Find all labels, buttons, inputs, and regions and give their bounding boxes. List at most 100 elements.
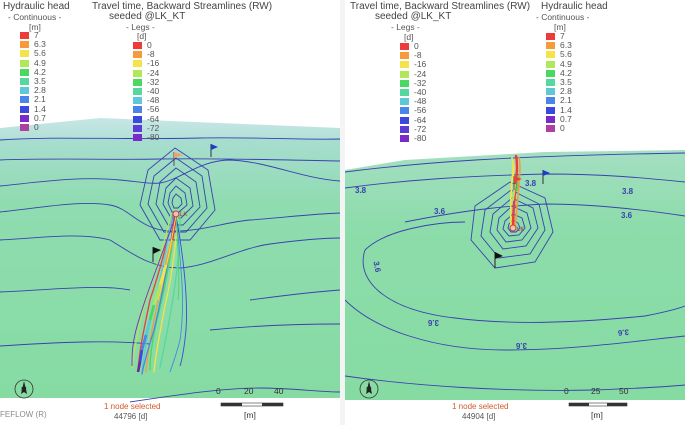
legend-swatch [546,115,555,123]
head-legend-title-left: Hydraulic head [3,1,70,12]
travel-legend-unit-right: [d] [404,32,414,42]
legend-value: -56 [414,105,427,116]
legend-swatch [133,69,142,77]
scale-tick-2-left: 40 [274,386,284,396]
flag-black-right[interactable] [494,252,503,268]
legend-value: 0 [34,121,39,132]
legend-swatch [400,88,409,96]
legend-value: 0 [414,41,419,51]
legend-value: -48 [414,96,427,107]
legend-swatch [546,33,555,40]
legend-value: 0.7 [34,112,46,123]
legend-value: 2.8 [34,85,46,96]
legend-value: 3.5 [560,76,572,87]
legend-swatch [546,69,555,77]
legend-swatch [20,68,29,76]
flag-blue-right[interactable] [542,170,550,184]
travel-legend-seeded-right: seeded @LK_KT [375,11,452,22]
selection-status-left: 1 node selected [104,402,161,411]
feflow-brand: FEFLOW (R) [0,410,47,419]
legend-value: -72 [414,123,427,134]
selection-status-right: 1 node selected [452,402,509,411]
legend-value: -72 [147,122,160,133]
legend-value: 2.8 [560,86,572,97]
contour-labels-right: 3.8 3.8 3.8 3.6 3.6 3.6 3.6 3.6 3.6 [355,179,634,350]
scale-tick-2-right: 50 [619,386,629,396]
legend-value: -8 [147,49,155,60]
head-legend-unit-left: [m] [29,22,41,32]
north-label-left: N [21,386,27,395]
legend-value: -80 [414,132,427,143]
legend-value: 1.4 [560,104,572,115]
flag-orange-left[interactable] [173,152,183,166]
well-marker-right[interactable] [509,224,517,232]
legend-value: -32 [414,77,427,88]
legend-swatch [133,87,142,95]
well-label-right: LK [517,227,524,233]
legend-swatch [400,107,409,115]
legend-swatch [546,106,555,114]
model-top-surface [0,118,340,140]
legend-swatch [546,97,555,105]
contour-label: 3.6 [617,327,629,337]
legend-value: 6.3 [34,39,46,50]
head-legend-mode-left: - Continuous - [8,12,62,22]
legend-value: -40 [414,86,427,97]
legend-swatch [400,61,409,69]
viewport-left[interactable]: LK Hydraulic head - Continuous - [m] Tra… [0,0,340,425]
legend-value: 0.7 [560,113,572,124]
contour-label: 3.8 [622,187,634,196]
sim-time-left: 44796 [d] [114,412,148,421]
legend-swatch [133,124,142,132]
contour-label: 3.6 [621,211,633,220]
legend-value: 0 [147,40,152,50]
legend-value: 6.3 [560,40,572,51]
head-legend-unit-right: [m] [554,22,566,32]
legend-swatch [20,77,29,85]
contour-label: 3.6 [372,261,383,274]
legend-value: 3.5 [34,75,46,86]
legend-swatch [400,70,409,78]
legend-swatch [546,60,555,68]
flag-blue-left[interactable] [210,144,218,157]
head-legend-title-right: Hydraulic head [541,1,608,12]
sim-time-right: 44904 [d] [462,412,496,421]
head-contours-right [345,152,685,391]
well-marker-left[interactable] [172,210,180,218]
contour-label: 3.6 [515,341,527,350]
legend-swatch [400,79,409,87]
model-scene-left[interactable]: LK [0,0,340,425]
travel-legend-seeded-left: seeded @LK_KT [109,11,186,22]
legend-value: -80 [147,131,160,142]
legend-swatch [546,88,555,96]
legend-swatch [546,124,555,132]
scale-tick-0-left: 0 [216,386,221,396]
contour-label: 3.8 [525,179,537,188]
model-scene-right[interactable]: LK 3.8 3.8 3.8 3.6 3.6 3.6 3.6 3.6 3.6 [345,0,685,425]
legend-value: -24 [414,68,427,79]
legend-swatch [20,32,29,39]
legend-swatch [20,50,29,58]
flag-black-left[interactable] [152,247,161,262]
legend-swatch [20,105,29,113]
viewport-divider[interactable] [340,0,345,425]
legend-swatch [400,116,409,124]
viewport-right[interactable]: LK 3.8 3.8 3.8 3.6 3.6 3.6 3.6 3.6 3.6 T… [345,0,685,425]
legend-value: 4.9 [560,58,572,69]
scale-unit-right: [m] [591,410,603,420]
legend-value: 2.1 [34,94,46,105]
legend-swatch [400,52,409,60]
legend-swatch [133,97,142,105]
contour-label: 3.8 [355,186,367,195]
legend-swatch [20,114,29,122]
legend-value: -32 [147,76,160,87]
flag-red-right[interactable] [513,176,522,190]
legend-swatch [133,115,142,123]
legend-value: 2.1 [560,95,572,106]
legend-swatch [400,43,409,50]
legend-swatch [20,87,29,95]
travel-legend-mode-right: - Legs - [391,22,420,32]
contour-label: 3.6 [434,207,446,216]
travel-legend-unit-left: [d] [137,31,147,41]
legend-value: 5.6 [560,49,572,60]
